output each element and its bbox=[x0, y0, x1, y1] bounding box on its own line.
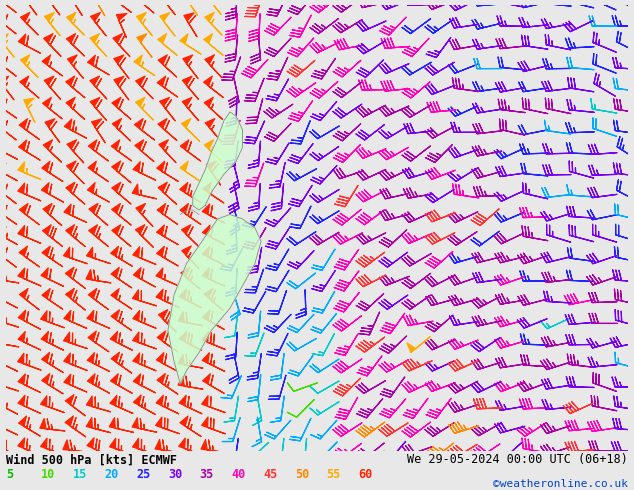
Text: ©weatheronline.co.uk: ©weatheronline.co.uk bbox=[493, 479, 628, 489]
Text: 50: 50 bbox=[295, 468, 309, 481]
Text: 35: 35 bbox=[200, 468, 214, 481]
Text: 60: 60 bbox=[358, 468, 372, 481]
Text: 40: 40 bbox=[231, 468, 245, 481]
Text: 10: 10 bbox=[41, 468, 55, 481]
Text: 45: 45 bbox=[263, 468, 277, 481]
Text: 20: 20 bbox=[105, 468, 119, 481]
Text: 25: 25 bbox=[136, 468, 150, 481]
Polygon shape bbox=[168, 215, 261, 384]
Text: 55: 55 bbox=[327, 468, 340, 481]
Polygon shape bbox=[193, 112, 242, 210]
Text: We 29-05-2024 00:00 UTC (06+18): We 29-05-2024 00:00 UTC (06+18) bbox=[407, 453, 628, 466]
Text: 15: 15 bbox=[73, 468, 87, 481]
Text: 5: 5 bbox=[6, 468, 13, 481]
Text: Wind 500 hPa [kts] ECMWF: Wind 500 hPa [kts] ECMWF bbox=[6, 453, 178, 466]
Text: 30: 30 bbox=[168, 468, 182, 481]
